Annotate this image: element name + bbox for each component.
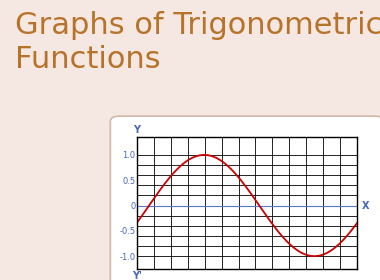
Text: X: X xyxy=(362,200,370,211)
FancyBboxPatch shape xyxy=(110,116,380,280)
Text: Graphs of Trigonometric
Functions: Graphs of Trigonometric Functions xyxy=(15,11,380,74)
Text: Y': Y' xyxy=(132,271,142,280)
Text: Y: Y xyxy=(133,125,140,135)
